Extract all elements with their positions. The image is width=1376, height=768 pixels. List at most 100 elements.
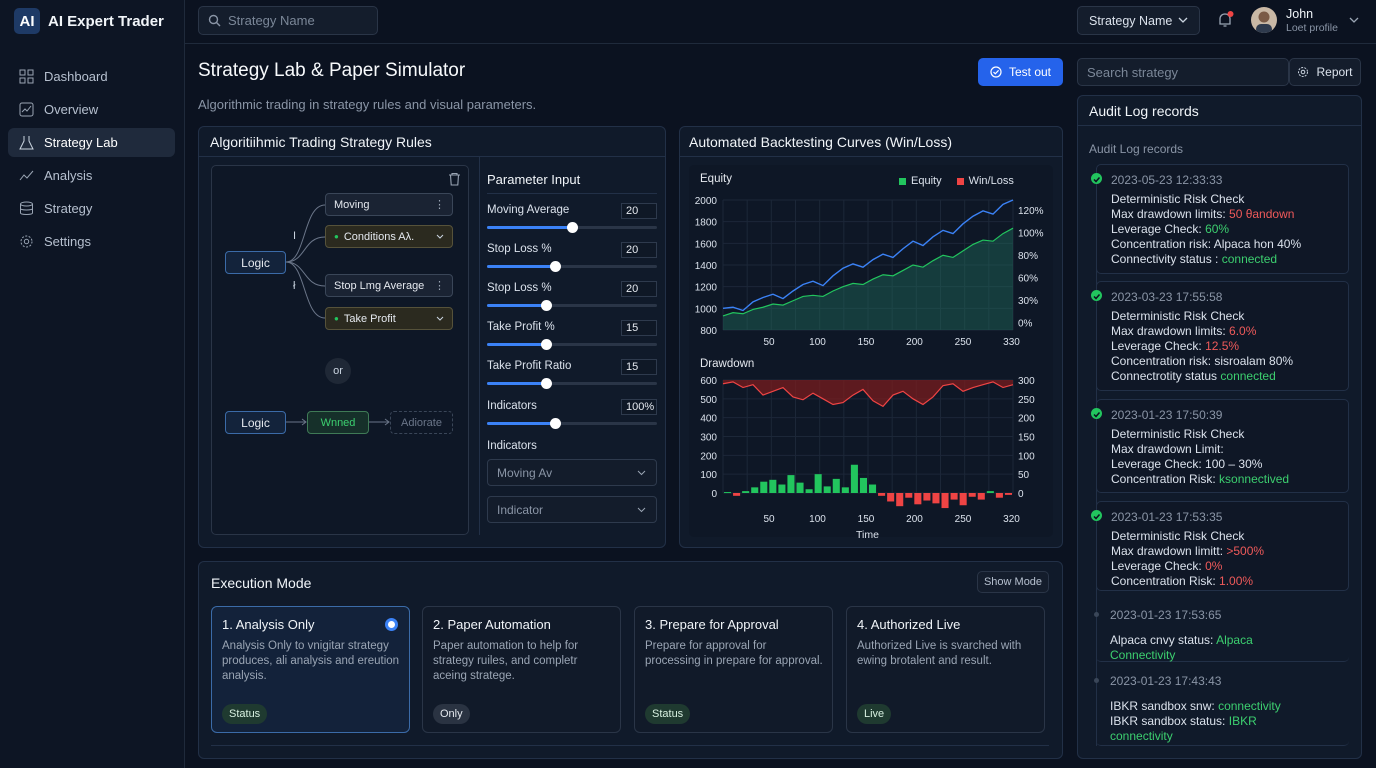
search-strategy-input[interactable]: Search strategy (1077, 58, 1289, 86)
log-line-label: Leverage Check: (1111, 222, 1206, 236)
loss-bar (995, 493, 1003, 498)
loss-bar (905, 493, 913, 498)
x-tick-label: 50 (763, 337, 775, 348)
audit-log-entry: 2023-05-23 12:33:33 Deterministic Risk Ch… (1096, 164, 1349, 274)
or-node[interactable]: or (325, 358, 351, 384)
slider-handle[interactable] (567, 222, 578, 233)
param-slider[interactable] (487, 418, 657, 429)
log-line-value: connectivity (1218, 699, 1281, 713)
param-value-input[interactable]: 20 (621, 242, 657, 258)
stop-node-label: Stop Lmg Average (334, 279, 425, 292)
param-value-input[interactable]: 20 (621, 203, 657, 219)
y2-tick-label: 0% (1018, 319, 1033, 330)
report-button[interactable]: Report (1289, 58, 1361, 86)
log-line: Max drawdown limits: 50 θandown (1111, 207, 1294, 222)
log-line-value: ksonnectived (1219, 472, 1290, 486)
param-value-input[interactable]: 20 (621, 281, 657, 297)
chevron-down-icon (436, 316, 444, 321)
card-title: 2. Paper Automation (433, 617, 551, 632)
indicator-select[interactable]: Indicator (487, 496, 657, 523)
sidebar-item-strategy[interactable]: Strategy (8, 194, 175, 223)
chart-box-icon (19, 102, 34, 117)
sidebar-item-dashboard[interactable]: Dashboard (8, 62, 175, 91)
win-bar (787, 475, 795, 493)
param-label: Stop Loss % (487, 282, 552, 294)
param-label: Take Profit % (487, 321, 555, 333)
report-label: Report (1316, 65, 1353, 79)
test-out-button[interactable]: Test out (978, 58, 1063, 86)
param-value-input[interactable]: 15 (621, 359, 657, 375)
page-title: Strategy Lab & Paper Simulator (198, 60, 466, 81)
select-value: Moving Av (497, 465, 553, 480)
conditions-node[interactable]: ● Conditions Aλ. (325, 225, 453, 248)
legend-label-winloss: Win/Loss (968, 175, 1014, 187)
log-timestamp: 2023-01-23 17:43:43 (1110, 674, 1222, 688)
loss-bar (896, 493, 904, 507)
log-line-label: Alpaca cnvy status: (1110, 633, 1217, 647)
param-slider[interactable] (487, 378, 657, 389)
moving-node[interactable]: Moving ⋮ (325, 193, 453, 216)
x-tick-label: 320 (1003, 514, 1020, 525)
log-line: Leverage Check: 12.5% (1111, 339, 1239, 354)
param-value-input[interactable]: 15 (621, 320, 657, 336)
loss-bar (941, 493, 949, 509)
take-profit-node[interactable]: ● Take Profit (325, 307, 453, 330)
param-slider[interactable] (487, 339, 657, 350)
wnned-node[interactable]: Wnned (307, 411, 369, 434)
log-line-label: Max drawdown Limit: (1111, 442, 1224, 456)
adiorate-node[interactable]: Adiorate (390, 411, 453, 434)
drawdown-chart-title: Drawdown (700, 358, 755, 370)
slider-handle[interactable] (541, 378, 552, 389)
logic-node-2[interactable]: Logic (225, 411, 286, 434)
execution-mode-card[interactable]: 3. Prepare for Approval Prepare for appro… (634, 606, 833, 733)
avatar[interactable] (1251, 7, 1277, 33)
status-dot-icon: ● (334, 232, 339, 241)
sidebar-item-overview[interactable]: Overview (8, 95, 175, 124)
sidebar-item-analysis[interactable]: Analysis (8, 161, 175, 190)
param-slider[interactable] (487, 222, 657, 233)
slider-handle[interactable] (541, 300, 552, 311)
sidebar-item-settings[interactable]: Settings (8, 227, 175, 256)
param-slider[interactable] (487, 300, 657, 311)
log-line: Leverage Check: 0% (1111, 559, 1222, 574)
slider-handle[interactable] (541, 339, 552, 350)
log-line: Leverage Check: 60% (1111, 222, 1229, 237)
log-line: Deterministic Risk Check (1111, 427, 1244, 442)
slider-handle[interactable] (550, 261, 561, 272)
log-line-label: Max drawdown limits: (1111, 324, 1230, 338)
user-menu-chevron-icon[interactable] (1349, 17, 1359, 24)
x-tick-label: 200 (906, 337, 923, 348)
loss-bar (968, 493, 976, 497)
more-icon[interactable]: ⋮ (434, 199, 445, 211)
moving-average-select[interactable]: Moving Av (487, 459, 657, 486)
y-tick-label: 1000 (695, 304, 718, 315)
slider-handle[interactable] (550, 418, 561, 429)
slider-fill (487, 226, 572, 229)
show-mode-button[interactable]: Show Mode (977, 571, 1049, 593)
strategy-dropdown[interactable]: Strategy Name (1077, 6, 1200, 35)
param-value-input[interactable]: 100% (621, 399, 657, 415)
audit-log-entry: 2023-01-23 17:53:65 Alpaca cnvy status: A… (1096, 600, 1349, 662)
execution-mode-card[interactable]: 2. Paper Automation Paper automation to h… (422, 606, 621, 733)
notification-button[interactable] (1216, 11, 1234, 29)
y2-tick-label: 120% (1018, 206, 1044, 217)
log-line-value: 50 θandown (1229, 207, 1295, 221)
param-slider[interactable] (487, 261, 657, 272)
sidebar-item-strategy-lab[interactable]: Strategy Lab (8, 128, 175, 157)
sidebar-item-label: Settings (44, 234, 91, 249)
card-description: Prepare for approval for processing in p… (645, 640, 823, 667)
trash-icon[interactable] (448, 172, 461, 186)
x-tick-label: 150 (858, 337, 875, 348)
execution-mode-card[interactable]: 1. Analysis Only Analysis Only to vnigita… (211, 606, 410, 733)
stop-loss-average-node[interactable]: Stop Lmg Average ⋮ (325, 274, 453, 297)
more-icon[interactable]: ⋮ (434, 280, 445, 292)
top-search-input[interactable]: Strategy Name (198, 6, 378, 35)
logic-node[interactable]: Logic (225, 251, 286, 274)
y-tick-label: 400 (700, 414, 717, 425)
timeline-dot-icon (1094, 612, 1099, 617)
x-tick-label: 200 (906, 514, 923, 525)
slider-fill (487, 304, 546, 307)
check-circle-icon (990, 66, 1002, 78)
radio-selected-icon[interactable] (385, 618, 398, 631)
execution-mode-card[interactable]: 4. Authorized Live Authorized Live is sva… (846, 606, 1045, 733)
